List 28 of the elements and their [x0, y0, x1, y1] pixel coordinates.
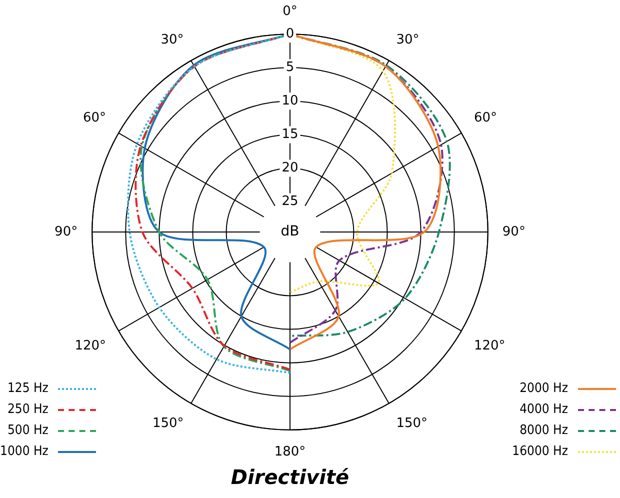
spoke-label: 90° [502, 224, 526, 240]
spoke-label: 30° [396, 32, 420, 48]
y-tick-label: 20 [282, 160, 298, 176]
text: dB [280, 224, 300, 240]
spoke-label: 60° [474, 110, 497, 126]
legend-label: 250 Hz [7, 402, 48, 417]
legend-label: 2000 Hz [520, 381, 568, 396]
y-tick-label: 0 [286, 26, 294, 42]
spoke-label: 60° [83, 110, 106, 126]
spoke-label: 150° [152, 416, 184, 432]
legend-label: 4000 Hz [520, 402, 568, 417]
legend-label: 8000 Hz [520, 423, 568, 438]
spoke-label: 30° [160, 32, 184, 48]
spoke-label: 120° [74, 338, 106, 354]
spoke-label: 120° [474, 338, 506, 354]
legend-label: 16000 Hz [512, 444, 568, 459]
spoke-label: 180° [274, 444, 306, 460]
text: Directivité [230, 465, 350, 489]
y-tick-label: 5 [286, 60, 294, 76]
y-tick-label: 10 [282, 94, 298, 109]
legend-label: 1000 Hz [0, 444, 48, 459]
spoke-label: 0° [282, 4, 298, 20]
y-tick-label: 25 [282, 194, 298, 210]
y-tick-label: 15 [282, 127, 298, 142]
legend-label: 500 Hz [7, 423, 48, 438]
legend-label: 125 Hz [7, 381, 48, 396]
spoke-label: 90° [54, 224, 78, 240]
spoke-label: 150° [396, 416, 428, 432]
